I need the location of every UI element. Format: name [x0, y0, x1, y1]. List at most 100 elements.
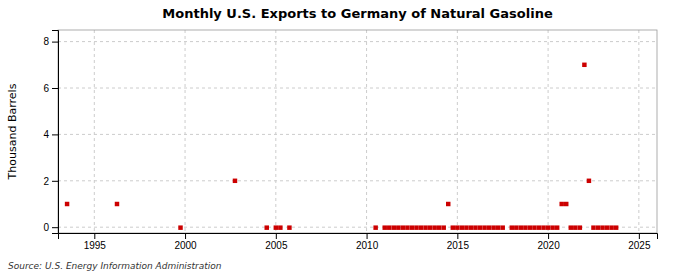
point [382, 225, 386, 229]
y-tick-label: 8 [43, 36, 49, 47]
point [573, 225, 577, 229]
point [65, 202, 69, 206]
x-tick-label: 1995 [84, 240, 107, 251]
grid-line-y [58, 180, 657, 181]
point [419, 225, 423, 229]
point [482, 225, 486, 229]
y-tick: 8 [43, 36, 58, 47]
point [473, 225, 477, 229]
point [510, 225, 514, 229]
grid-line-y [58, 134, 657, 135]
point [546, 225, 550, 229]
x-tick-mark [548, 233, 549, 239]
x-tick-label: 2010 [356, 240, 379, 251]
y-axis: 0 2 4 6 8 [43, 31, 58, 234]
x-tick: 2020 [537, 233, 560, 251]
point [491, 225, 495, 229]
point [564, 202, 568, 206]
point [455, 225, 459, 229]
x-tick: 2025 [628, 233, 651, 251]
point [609, 225, 613, 229]
point [496, 225, 500, 229]
point [532, 225, 536, 229]
point [287, 225, 291, 229]
y-tick-mark [52, 42, 58, 43]
point [478, 225, 482, 229]
point [278, 225, 282, 229]
y-tick-mark [52, 227, 58, 228]
x-tick-mark [457, 233, 458, 239]
grid-line-y [58, 227, 657, 228]
grid-line-x [638, 30, 639, 233]
point [555, 225, 559, 229]
point [523, 225, 527, 229]
point [423, 225, 427, 229]
y-axis-title: Thousand Barrels [6, 83, 19, 180]
x-tick-mark [276, 233, 277, 239]
point [233, 179, 237, 183]
grid [58, 30, 657, 233]
point [414, 225, 418, 229]
x-tick-mark [94, 233, 95, 239]
point [578, 225, 582, 229]
point [591, 225, 595, 229]
point [500, 225, 504, 229]
point [514, 225, 518, 229]
x-tick: 2005 [265, 233, 288, 251]
plot-area: 1995 2000 2005 2010 2015 2020 2025 0 2 4 6 8 [43, 30, 657, 251]
x-tick-mark [185, 233, 186, 239]
x-tick-label: 2025 [628, 240, 651, 251]
point [600, 225, 604, 229]
grid-line-y [58, 41, 657, 42]
x-tick-mark [367, 233, 368, 239]
grid-line-x [457, 30, 458, 233]
point [441, 225, 445, 229]
point [396, 225, 400, 229]
point [392, 225, 396, 229]
point [541, 225, 545, 229]
point [178, 225, 182, 229]
y-tick-mark [52, 88, 58, 89]
point [405, 225, 409, 229]
point [519, 225, 523, 229]
point [537, 225, 541, 229]
point [605, 225, 609, 229]
point [550, 225, 554, 229]
grid-line-x [185, 30, 186, 233]
point [274, 225, 278, 229]
grid-line-x [366, 30, 367, 233]
grid-line-y [58, 88, 657, 89]
point [596, 225, 600, 229]
point [614, 225, 618, 229]
grid-line-x [275, 30, 276, 233]
point [559, 202, 563, 206]
y-tick: 6 [43, 83, 58, 94]
x-tick-label: 2005 [265, 240, 288, 251]
x-tick: 2000 [174, 233, 197, 251]
point [582, 63, 586, 67]
x-tick: 1995 [84, 233, 107, 251]
grid-line-x [94, 30, 95, 233]
y-tick-label: 4 [43, 129, 49, 140]
point [265, 225, 269, 229]
x-tick: 2015 [447, 233, 470, 251]
x-axis-line [59, 234, 658, 240]
point [437, 225, 441, 229]
point [373, 225, 377, 229]
y-axis-line [52, 31, 59, 234]
y-tick-mark [52, 181, 58, 182]
point [410, 225, 414, 229]
point [587, 179, 591, 183]
point [387, 225, 391, 229]
points [65, 63, 619, 230]
x-tick: 2010 [356, 233, 379, 251]
point [460, 225, 464, 229]
annotation: Source: U.S. Energy Information Administ… [8, 261, 222, 271]
point [401, 225, 405, 229]
point [451, 225, 455, 229]
y-tick-label: 2 [43, 176, 49, 187]
y-tick-label: 0 [43, 222, 49, 233]
x-tick-label: 2020 [537, 240, 560, 251]
x-tick-label: 2015 [447, 240, 470, 251]
point [428, 225, 432, 229]
